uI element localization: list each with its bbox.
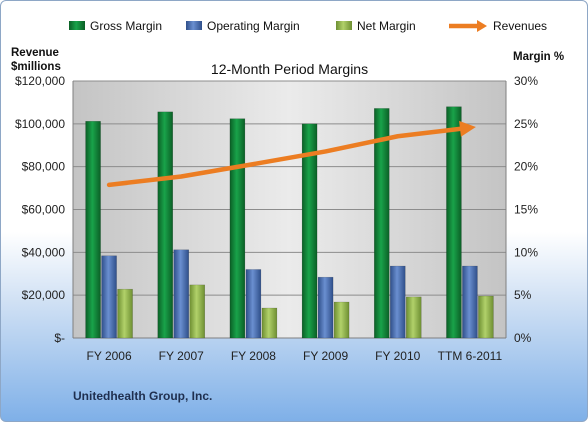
y-right-tick-label: 5% xyxy=(514,288,532,302)
y-left-tick-label: $120,000 xyxy=(15,74,65,88)
legend-label: Net Margin xyxy=(357,19,416,33)
revenue-arrowhead xyxy=(459,120,476,137)
legend-label: Revenues xyxy=(493,19,547,33)
bar-gross-margin xyxy=(157,111,173,339)
y-right-title: Margin % xyxy=(513,51,564,63)
legend-label: Gross Margin xyxy=(90,19,162,33)
x-tick-label: TTM 6-2011 xyxy=(438,349,503,363)
y-left-title-line2: $millions xyxy=(11,61,61,73)
y-left-tick-label: $- xyxy=(54,331,65,345)
y-right-tick-label: 15% xyxy=(514,203,538,217)
bar-gross-margin xyxy=(301,123,318,339)
bar-net-margin xyxy=(333,301,350,339)
bar-gross-margin xyxy=(446,106,462,339)
x-tick-label: FY 2009 xyxy=(303,349,348,363)
bar-net-margin xyxy=(189,284,205,339)
y-left-title-line1: Revenue xyxy=(11,47,59,59)
bar-operating-margin xyxy=(390,265,406,339)
y-left-tick-label: $100,000 xyxy=(15,117,65,131)
legend-swatch-net-margin xyxy=(336,21,352,30)
y-left-tick-label: $60,000 xyxy=(22,203,66,217)
bar-operating-margin xyxy=(317,276,334,339)
bar-gross-margin xyxy=(85,121,101,339)
y-right-tick-label: 25% xyxy=(514,117,538,131)
bar-gross-margin xyxy=(229,118,246,339)
y-right-tick-label: 10% xyxy=(514,245,538,259)
x-tick-label: FY 2010 xyxy=(375,349,420,363)
bar-net-margin xyxy=(261,307,278,339)
legend-swatch-operating-margin xyxy=(186,21,202,30)
chart-title: 12-Month Period Margins xyxy=(211,61,368,77)
legend-arrow-revenues xyxy=(477,20,487,32)
bar-net-margin xyxy=(117,288,133,339)
revenue-line xyxy=(106,126,465,188)
bar-operating-margin xyxy=(462,265,478,339)
x-tick-label: FY 2006 xyxy=(87,349,132,363)
bar-net-margin xyxy=(406,296,422,339)
y-left-tick-label: $20,000 xyxy=(22,288,66,302)
y-right-tick-label: 30% xyxy=(514,74,538,88)
bar-operating-margin xyxy=(245,269,262,339)
bar-gross-margin xyxy=(374,108,390,339)
y-right-tick-label: 20% xyxy=(514,160,538,174)
bar-net-margin xyxy=(478,295,494,339)
bar-operating-margin xyxy=(173,249,189,339)
legend-swatch-gross-margin xyxy=(69,21,85,30)
company-name: Unitedhealth Group, Inc. xyxy=(73,389,213,403)
y-right-tick-label: 0% xyxy=(514,331,532,345)
y-left-tick-label: $80,000 xyxy=(22,160,66,174)
x-tick-label: FY 2007 xyxy=(159,349,204,363)
bar-operating-margin xyxy=(101,255,117,339)
y-left-tick-label: $40,000 xyxy=(22,245,66,259)
legend-label: Operating Margin xyxy=(207,19,300,33)
x-tick-label: FY 2008 xyxy=(231,349,276,363)
